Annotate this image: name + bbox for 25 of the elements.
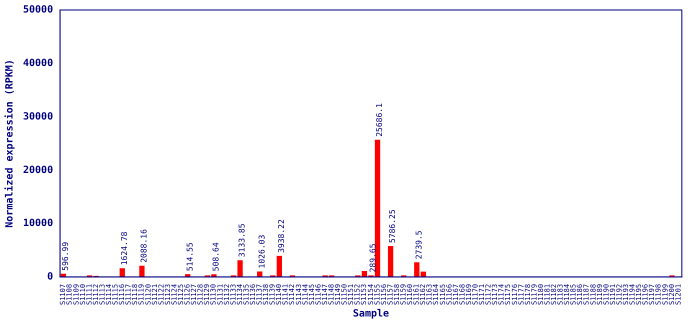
data-label: 1026.03 — [257, 234, 266, 268]
y-tick-label: 10000 — [22, 218, 54, 230]
data-label: 508.64 — [211, 242, 220, 272]
y-tick-label: 40000 — [22, 58, 54, 69]
data-label: 2739.5 — [414, 230, 424, 260]
data-label: 2088.16 — [139, 228, 148, 263]
data-label: 3938.22 — [276, 219, 286, 253]
bar — [60, 274, 66, 277]
data-label: 3133.85 — [238, 223, 247, 258]
bar — [388, 246, 394, 277]
bar — [257, 271, 262, 277]
y-tick-label: 20000 — [22, 164, 54, 176]
y-axis-title: Normalized expression (RPKM) — [4, 59, 16, 228]
y-tick-label: 50000 — [22, 4, 54, 16]
bar — [120, 268, 125, 277]
data-label: 596.99 — [60, 242, 70, 271]
y-tick-label: 30000 — [22, 111, 54, 122]
data-label: 1624.78 — [120, 231, 129, 266]
data-label: 514.55 — [185, 242, 194, 272]
y-tick-label: 0 — [47, 272, 54, 283]
data-label: 25686.1 — [375, 102, 384, 137]
data-label: 289.65 — [368, 243, 378, 272]
data-label: 5786.25 — [388, 209, 398, 244]
bar — [185, 274, 190, 277]
x-axis-title: Sample — [352, 308, 390, 320]
